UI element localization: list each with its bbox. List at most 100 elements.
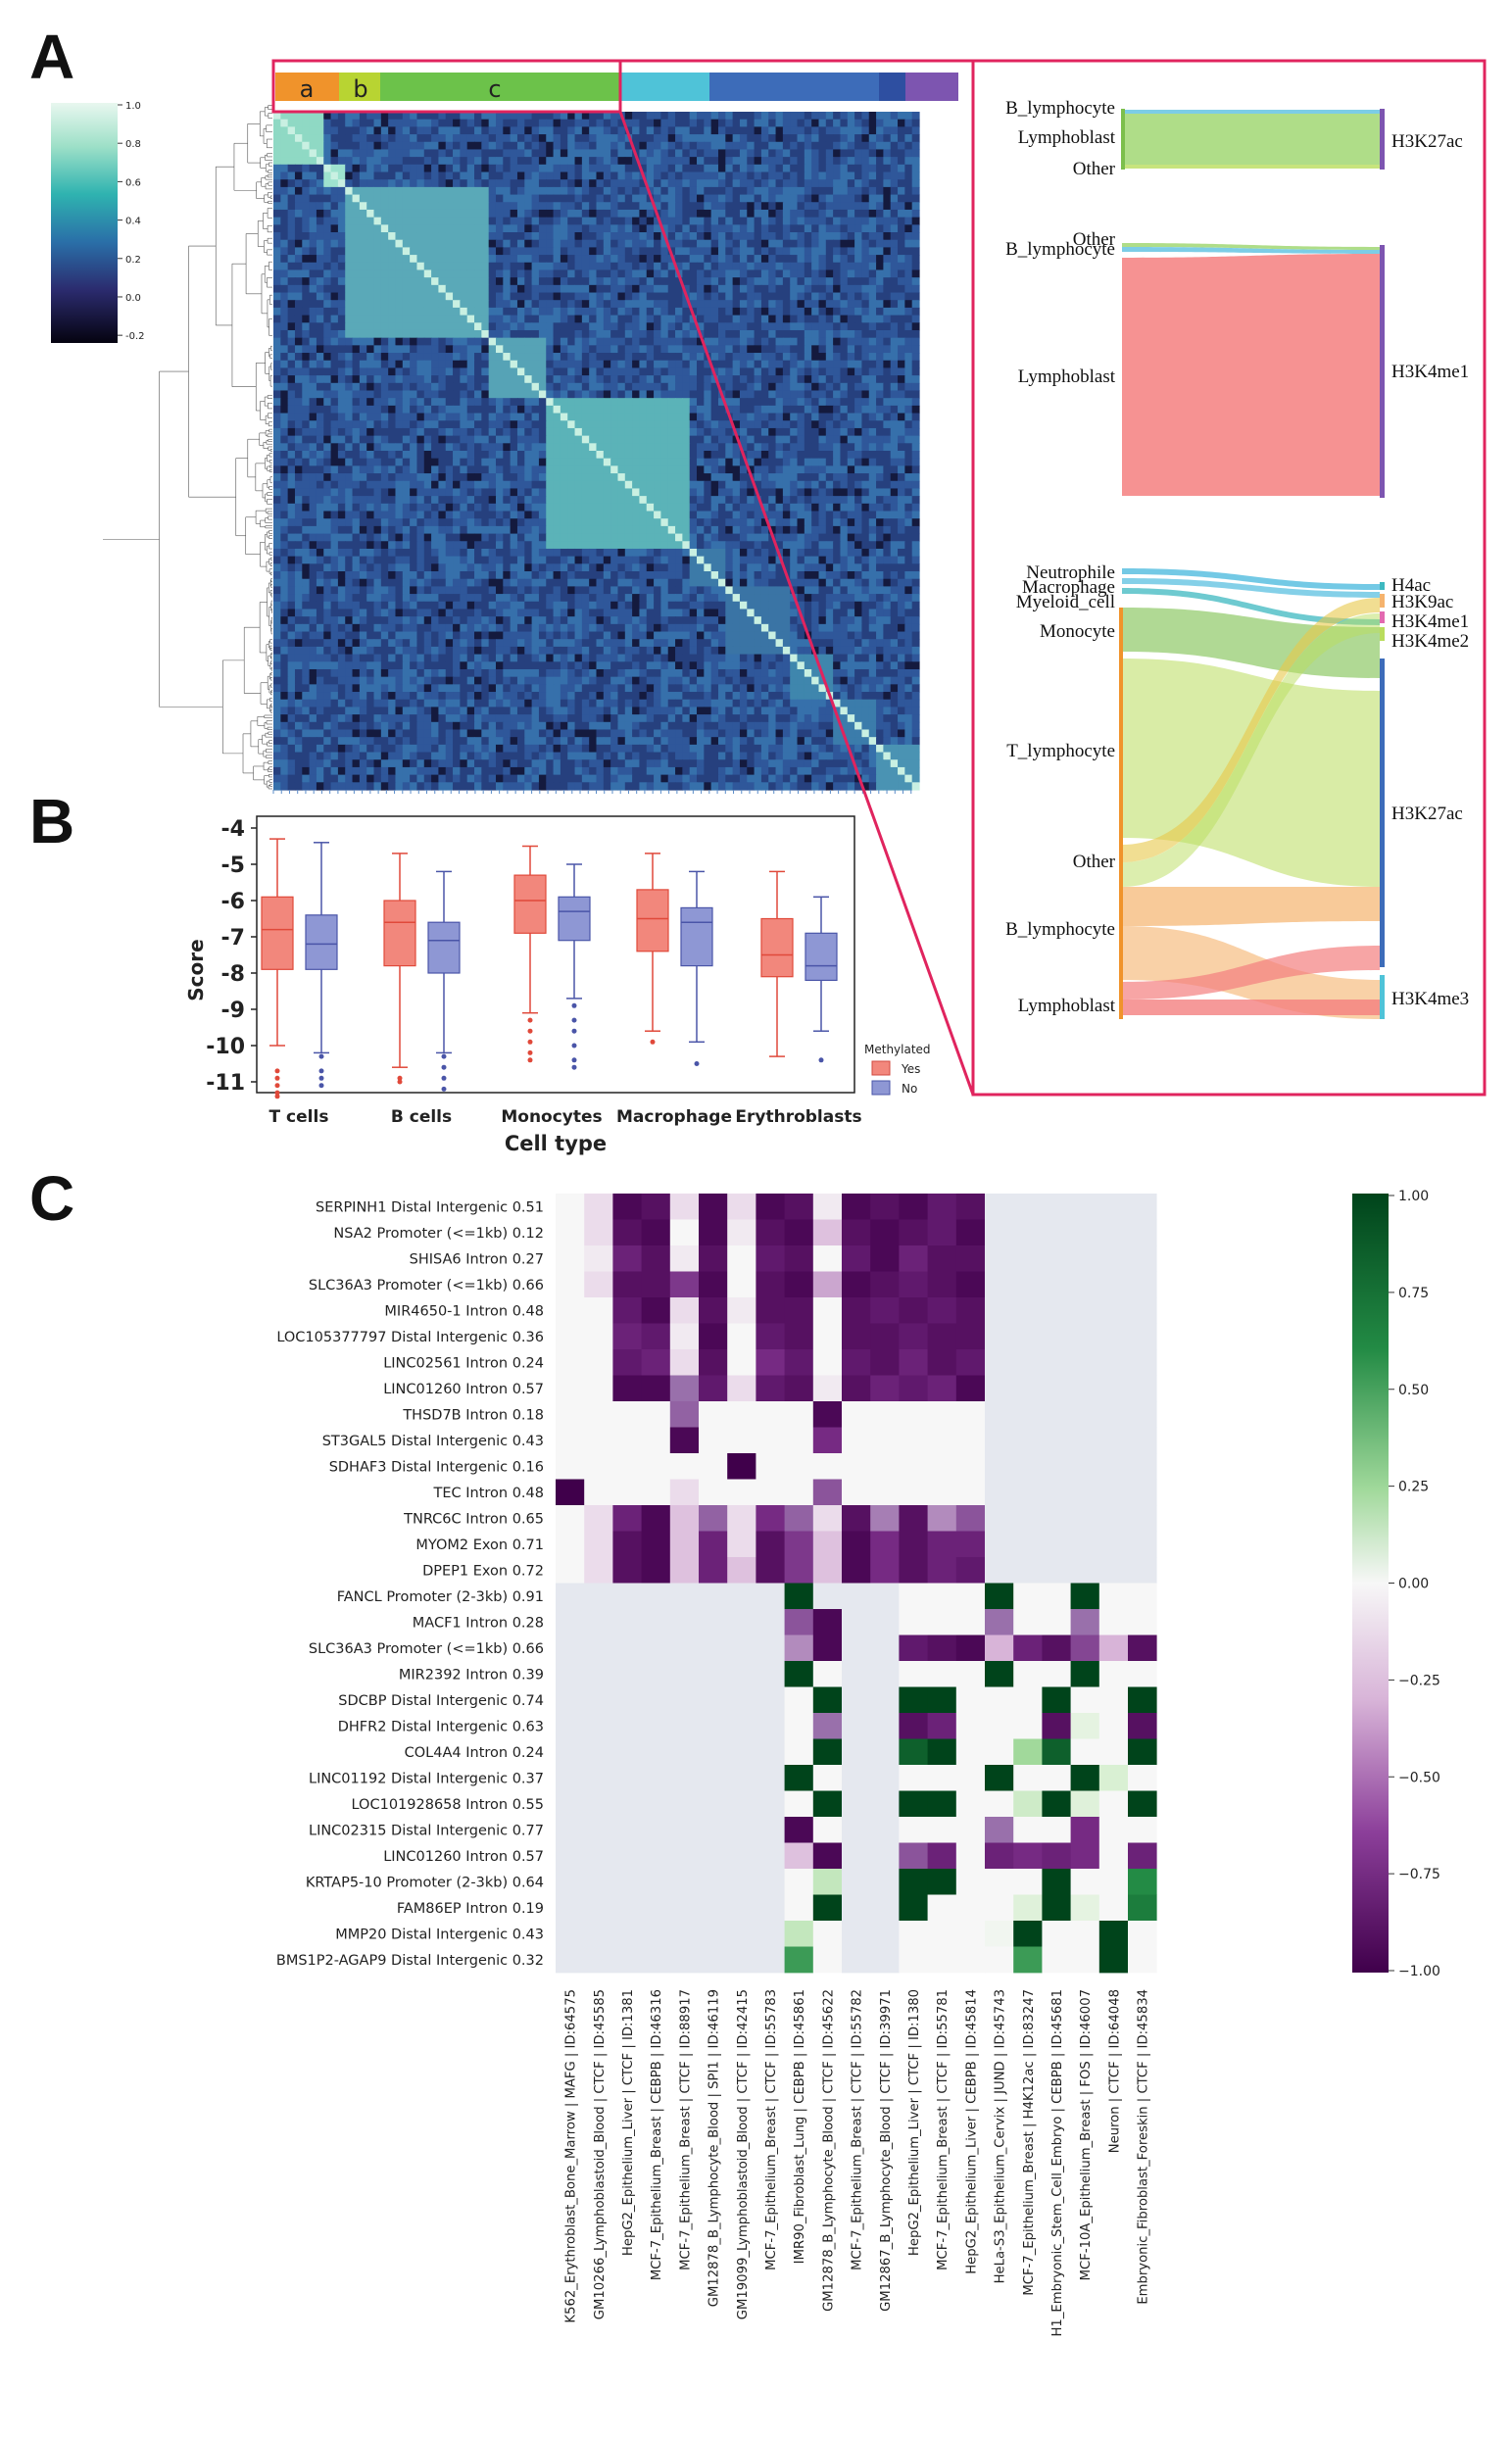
heatmap-cell [589, 277, 598, 286]
heatmap-cell [516, 232, 525, 241]
heatmap-cell [775, 157, 784, 166]
heatmap-cell [725, 443, 734, 452]
heatmap-cell [632, 458, 641, 466]
heatmap-cell [632, 164, 641, 173]
heatmap-cell [667, 465, 676, 474]
heatmap-cell [581, 390, 590, 399]
heatmap-cell [323, 119, 332, 127]
heatmap-cell [596, 465, 605, 474]
heatmap-cell [632, 186, 641, 196]
heatmap-cell [474, 202, 482, 211]
heatmap-cell [330, 157, 339, 166]
heatmap-cell [632, 232, 641, 241]
heatmap-cell [833, 239, 842, 248]
heatmap-cell [704, 262, 712, 271]
heatmap-cell [337, 269, 346, 278]
heatmap-cell [388, 480, 397, 490]
heatmap-cell [380, 435, 389, 444]
heatmap-cell [359, 224, 367, 233]
heatmap-cell [861, 255, 870, 264]
heatmap-cell [366, 375, 375, 384]
heatmap-cell [739, 398, 748, 407]
heatmap-cell [352, 413, 361, 421]
heatmap-cell [474, 239, 482, 248]
heatmap-cell [782, 451, 791, 460]
heatmap-cell [804, 202, 812, 211]
heatmap-cell [775, 262, 784, 271]
heatmap-cell [833, 119, 842, 127]
heatmap-cell [438, 292, 447, 301]
heatmap-cell [603, 398, 611, 407]
heatmap-cell [337, 119, 346, 127]
heatmap-cell [431, 420, 440, 429]
heatmap-cell [725, 149, 734, 158]
heatmap-cell [423, 398, 432, 407]
heatmap-cell [531, 179, 540, 188]
heatmap-cell [790, 329, 799, 339]
heatmap-cell [868, 322, 877, 331]
heatmap-cell [883, 194, 892, 203]
heatmap-cell [294, 307, 303, 317]
heatmap-cell [488, 382, 497, 392]
heatmap-cell [732, 420, 741, 429]
heatmap-cell [639, 427, 648, 437]
heatmap-cell [876, 300, 884, 309]
heatmap-cell [710, 224, 719, 233]
heatmap-cell [495, 284, 504, 294]
heatmap-cell [453, 164, 461, 173]
heatmap-cell [610, 119, 619, 127]
heatmap-cell [624, 255, 633, 264]
heatmap-cell [481, 141, 490, 151]
heatmap-cell [380, 420, 389, 429]
heatmap-cell [833, 232, 842, 241]
heatmap-cell [847, 255, 855, 264]
heatmap-cell [445, 435, 454, 444]
heatmap-cell [495, 329, 504, 339]
heatmap-cell [366, 405, 375, 415]
heatmap-cell [818, 413, 827, 421]
heatmap-cell [732, 300, 741, 309]
heatmap-cell [316, 473, 324, 482]
heatmap-cell [337, 179, 346, 188]
heatmap-cell [366, 186, 375, 196]
heatmap-cell [481, 292, 490, 301]
heatmap-cell [352, 232, 361, 241]
heatmap-cell [689, 420, 698, 429]
heatmap-cell [675, 398, 683, 407]
heatmap-cell [538, 262, 547, 271]
heatmap-cell [402, 435, 411, 444]
heatmap-cell [754, 473, 762, 482]
heatmap-cell [574, 134, 583, 143]
heatmap-cell [589, 134, 598, 143]
heatmap-cell [689, 353, 698, 362]
heatmap-cell [876, 186, 884, 196]
heatmap-cell [323, 217, 332, 225]
heatmap-cell [445, 353, 454, 362]
heatmap-cell [725, 465, 734, 474]
heatmap-cell [302, 405, 311, 415]
heatmap-cell [416, 224, 425, 233]
heatmap-cell [302, 398, 311, 407]
heatmap-cell [898, 126, 905, 135]
heatmap-cell [804, 322, 812, 331]
heatmap-cell [739, 247, 748, 256]
heatmap-cell [646, 292, 655, 301]
heatmap-cell [825, 247, 834, 256]
heatmap-cell [273, 269, 281, 278]
heatmap-cell [388, 345, 397, 354]
heatmap-cell [790, 473, 799, 482]
heatmap-cell [861, 473, 870, 482]
heatmap-cell [546, 375, 555, 384]
heatmap-cell [581, 224, 590, 233]
heatmap-cell [287, 149, 296, 158]
heatmap-cell [624, 186, 633, 196]
heatmap-cell [431, 315, 440, 323]
heatmap-cell [538, 255, 547, 264]
heatmap-cell [416, 443, 425, 452]
heatmap-cell [388, 202, 397, 211]
heatmap-cell [323, 337, 332, 346]
heatmap-cell [739, 322, 748, 331]
heatmap-cell [352, 269, 361, 278]
heatmap-cell [840, 315, 849, 323]
heatmap-cell [359, 112, 367, 121]
